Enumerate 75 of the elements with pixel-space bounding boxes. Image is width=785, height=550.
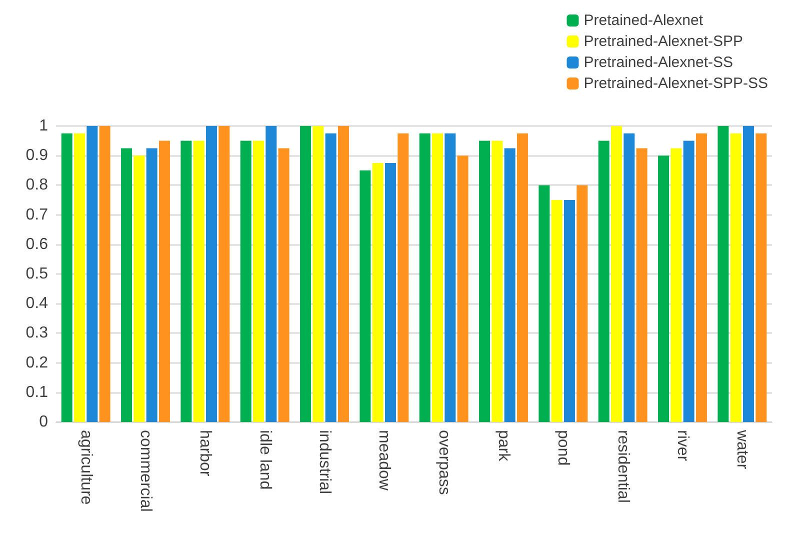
y-tick-label: 0.7: [26, 206, 48, 224]
bar: [730, 133, 742, 422]
bar: [624, 133, 635, 422]
legend-label: Pretrained-Alexnet-SS: [584, 54, 733, 71]
bar: [193, 140, 204, 422]
x-tick-label: overpass: [435, 430, 452, 495]
x-tick-label: pond: [554, 430, 572, 466]
bar: [658, 156, 670, 422]
bar: [312, 126, 324, 422]
bar: [598, 140, 610, 422]
bar: [670, 148, 682, 422]
bar: [538, 185, 550, 422]
x-tick-label: harbor: [196, 430, 214, 477]
x-tick-label: idle land: [256, 430, 274, 490]
bar: [419, 133, 430, 422]
y-tick-label: 1: [39, 118, 48, 134]
bar: [457, 156, 468, 422]
bar: [158, 140, 170, 422]
bar: [551, 200, 562, 422]
bar: [360, 170, 371, 422]
y-tick-label: 0.9: [26, 147, 48, 164]
legend-label: Pretrained-Alexnet-SPP: [584, 33, 743, 50]
bar: [384, 163, 396, 422]
y-tick-label: 0.6: [26, 236, 48, 253]
x-tick-label: meadow: [376, 430, 393, 491]
bar: [611, 126, 622, 422]
y-tick-label: 0.8: [26, 176, 48, 194]
y-tick-label: 0: [39, 414, 48, 430]
y-tick-label: 0.4: [26, 295, 48, 312]
bar: [718, 126, 729, 422]
bar: [576, 185, 588, 422]
bar: [240, 140, 252, 422]
x-tick-label: water: [734, 429, 751, 470]
legend-label: Pretained-Alexnet: [584, 12, 704, 29]
x-tick-label: park: [495, 430, 512, 462]
bar: [99, 126, 110, 422]
bar: [300, 126, 312, 422]
bar: [325, 133, 336, 422]
bar: [278, 148, 290, 422]
bar: [121, 148, 132, 422]
bar: [86, 126, 98, 422]
bar: [683, 140, 694, 422]
x-tick-label: agriculture: [77, 430, 94, 505]
bar: [61, 133, 72, 422]
y-tick-label: 0.5: [26, 266, 48, 282]
bar: [564, 200, 575, 422]
bar: [756, 133, 767, 422]
bar: [492, 140, 503, 422]
x-tick-label: commercial: [137, 430, 154, 512]
bar: [479, 140, 490, 422]
bar: [134, 156, 145, 422]
bar: [432, 133, 444, 422]
bar: [742, 126, 754, 422]
bar: [696, 133, 707, 422]
bar: [146, 148, 158, 422]
y-tick-label: 0.3: [26, 324, 48, 342]
bar: [444, 133, 456, 422]
x-tick-label: river: [674, 430, 691, 462]
bar: [636, 148, 648, 422]
bar: [74, 133, 86, 422]
bar: [504, 148, 516, 422]
legend-label: Pretrained-Alexnet-SPP-SS: [584, 75, 768, 92]
x-tick-label: residential: [614, 430, 632, 503]
bar: [180, 140, 192, 422]
bar: [266, 126, 277, 422]
x-tick-label: industrial: [316, 430, 333, 494]
bar: [372, 163, 384, 422]
bar: [218, 126, 230, 422]
bar: [516, 133, 528, 422]
bar: [253, 140, 264, 422]
y-tick-label: 0.1: [26, 384, 48, 401]
bar: [338, 126, 349, 422]
bar: [398, 133, 409, 422]
bar: [206, 126, 217, 422]
y-tick-label: 0.2: [26, 354, 48, 372]
